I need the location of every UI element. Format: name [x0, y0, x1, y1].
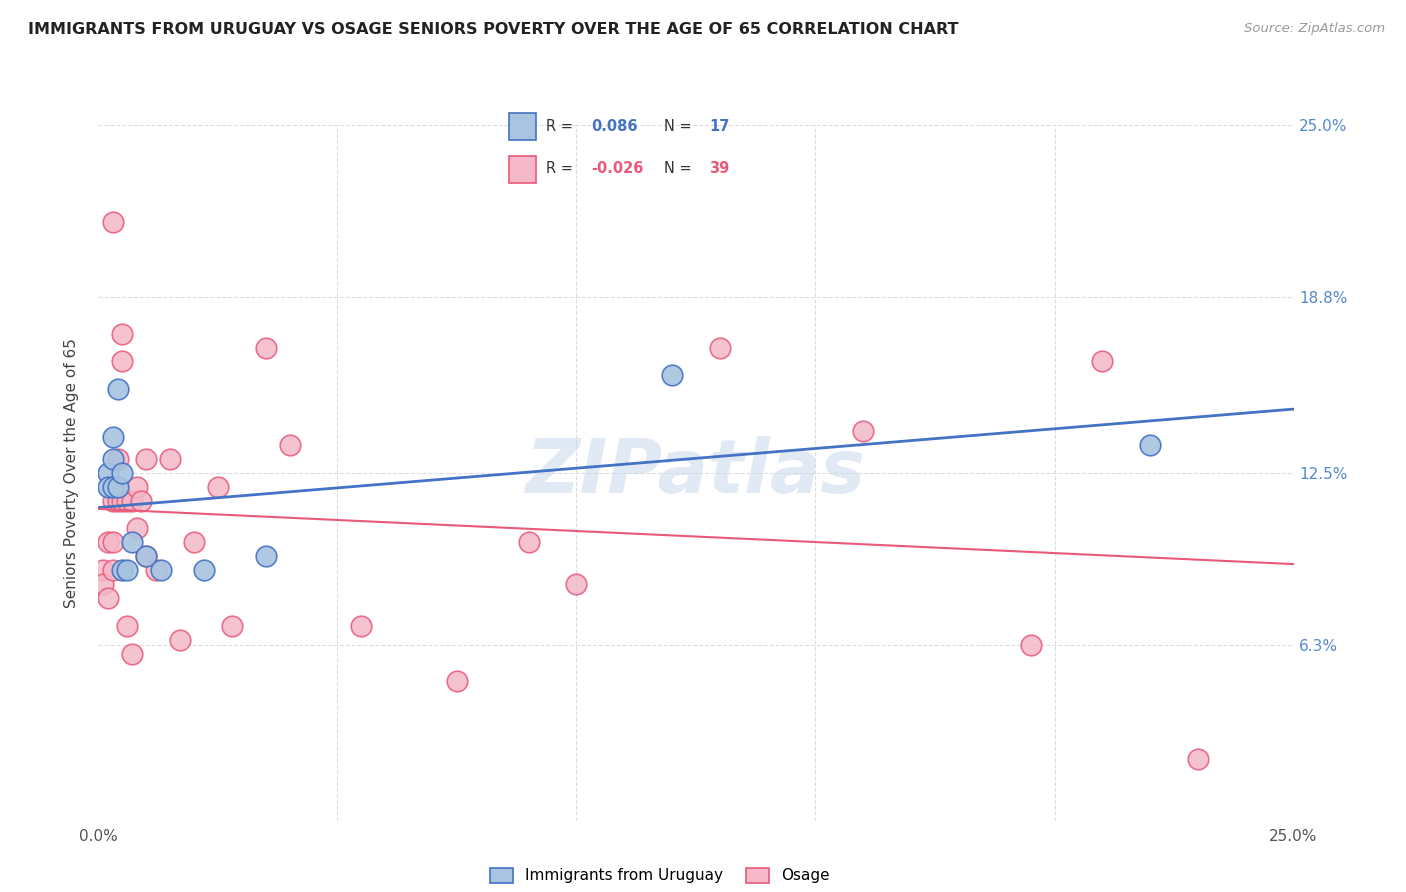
Point — [254, 341, 277, 355]
Point — [101, 480, 124, 494]
Text: R =: R = — [546, 161, 578, 176]
Point — [149, 563, 172, 577]
Point — [1091, 354, 1114, 368]
Point — [115, 493, 138, 508]
Point — [107, 480, 129, 494]
Point — [709, 341, 731, 355]
Point — [565, 577, 588, 591]
Point — [135, 549, 157, 564]
Point — [101, 451, 124, 466]
Point — [111, 326, 134, 341]
Point — [135, 549, 157, 564]
Point — [350, 619, 373, 633]
Point — [101, 215, 124, 229]
Point — [121, 647, 143, 661]
Point — [101, 493, 124, 508]
FancyBboxPatch shape — [509, 113, 536, 140]
Legend: Immigrants from Uruguay, Osage: Immigrants from Uruguay, Osage — [484, 862, 837, 889]
Point — [107, 493, 129, 508]
Point — [121, 493, 143, 508]
Point — [207, 480, 229, 494]
Point — [661, 368, 683, 383]
FancyBboxPatch shape — [509, 156, 536, 183]
Text: IMMIGRANTS FROM URUGUAY VS OSAGE SENIORS POVERTY OVER THE AGE OF 65 CORRELATION : IMMIGRANTS FROM URUGUAY VS OSAGE SENIORS… — [28, 22, 959, 37]
Point — [101, 563, 124, 577]
Point — [97, 466, 120, 480]
Text: 0.086: 0.086 — [591, 120, 637, 134]
Point — [101, 429, 124, 443]
Text: Source: ZipAtlas.com: Source: ZipAtlas.com — [1244, 22, 1385, 36]
Point — [183, 535, 205, 549]
Text: N =: N = — [664, 120, 696, 134]
Point — [1187, 752, 1209, 766]
Point — [169, 632, 191, 647]
Text: 39: 39 — [709, 161, 730, 176]
Point — [135, 451, 157, 466]
Text: R =: R = — [546, 120, 578, 134]
Text: ZIPatlas: ZIPatlas — [526, 436, 866, 509]
Point — [97, 591, 120, 605]
Point — [115, 563, 138, 577]
Point — [97, 535, 120, 549]
Point — [278, 438, 301, 452]
Point — [221, 619, 243, 633]
Point — [193, 563, 215, 577]
Point — [101, 535, 124, 549]
Point — [121, 535, 143, 549]
Point — [131, 493, 153, 508]
Point — [91, 563, 114, 577]
Point — [446, 674, 468, 689]
Point — [111, 563, 134, 577]
Text: N =: N = — [664, 161, 696, 176]
Point — [517, 535, 540, 549]
Text: -0.026: -0.026 — [591, 161, 644, 176]
Point — [111, 493, 134, 508]
Point — [125, 480, 148, 494]
Point — [115, 619, 138, 633]
Point — [107, 382, 129, 396]
Point — [107, 451, 129, 466]
Point — [159, 451, 181, 466]
Point — [145, 563, 167, 577]
Point — [852, 424, 875, 438]
Point — [125, 521, 148, 535]
Point — [111, 354, 134, 368]
Y-axis label: Seniors Poverty Over the Age of 65: Seniors Poverty Over the Age of 65 — [65, 338, 79, 607]
Point — [97, 480, 120, 494]
Point — [91, 577, 114, 591]
Text: 17: 17 — [709, 120, 730, 134]
Point — [254, 549, 277, 564]
Point — [1019, 638, 1042, 652]
Point — [1139, 438, 1161, 452]
Point — [111, 466, 134, 480]
